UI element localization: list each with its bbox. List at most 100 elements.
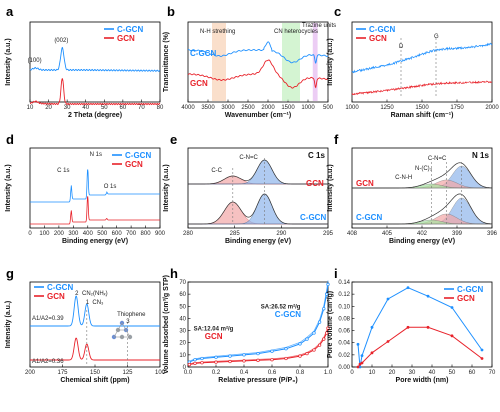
- panel-g-heptazine-bond: [125, 329, 131, 338]
- panel-c-xlabel: Raman shift (cm⁻¹): [391, 112, 454, 119]
- panel-h-point-c-gcn: [322, 307, 326, 311]
- panel-e-xtick-label: 290: [276, 231, 287, 237]
- panel-e-cc-label: C-C: [211, 168, 222, 174]
- panel-b-series-gcn: GCN: [190, 79, 208, 88]
- panel-i-ytick-label: 0.10: [338, 304, 350, 310]
- panel-a-xtick-label: 70: [138, 105, 145, 111]
- panel-i-xtick-label: 60: [469, 370, 476, 376]
- panel-g-xtick-label: 200: [25, 370, 36, 376]
- panel-g-legend-gcn: GCN: [47, 292, 65, 301]
- panel-d-c1s-label: C 1s: [57, 168, 69, 174]
- panel-i-point-c-gcn: [450, 306, 454, 309]
- panel-b-xtick-label: 2000: [261, 105, 275, 111]
- panel-h-point-gcn: [228, 359, 232, 364]
- panel-a-xlabel: 2 Theta (degree): [68, 112, 122, 119]
- panel-c-c-gcn-curve: [351, 42, 493, 74]
- panel-e-c1s-title: C 1s: [308, 151, 325, 160]
- panel-i-ylabel: Pore volume (cm³/g): [327, 291, 334, 358]
- panel-i-xtick-label: 40: [429, 370, 436, 376]
- panel-a-gcn-curve: [29, 78, 161, 106]
- panel-b-cn-label: CN heterocycles: [274, 29, 318, 35]
- panel-e-ylabel: Intensity (a.u.): [163, 164, 170, 211]
- panel-h-xtick-label: 0.6: [268, 370, 277, 376]
- panel-b-xtick-label: 3000: [221, 105, 235, 111]
- panel-h-ytick-label: 70: [179, 280, 186, 286]
- panel-b-nh-label: N-H strething: [200, 29, 235, 35]
- panel-a-xtick-label: 20: [45, 105, 52, 111]
- panel-label-i: i: [334, 266, 338, 281]
- panel-d-xtick-label: 700: [126, 231, 137, 237]
- panel-d-xtick-label: 500: [97, 231, 108, 237]
- panel-i-point-c-gcn: [358, 365, 362, 369]
- panel-d-legend-c-gcn: C-GCN: [125, 151, 151, 160]
- panel-h-xtick-label: 0.8: [296, 370, 305, 376]
- panel-h-series-c-gcn: [189, 284, 329, 363]
- panel-h-xtick-label: 0.0: [184, 370, 193, 376]
- panel-d-xtick-label: 300: [68, 231, 79, 237]
- panel-label-e: e: [170, 132, 177, 147]
- panel-f-n1s-title: N 1s: [472, 151, 489, 160]
- panel-c-legend-gcn: GCN: [369, 34, 387, 43]
- panel-label-a: a: [6, 4, 14, 19]
- panel-h-point-gcn: [200, 361, 204, 365]
- panel-g-heptazine-bond: [117, 322, 123, 331]
- panel-i-ytick-label: 0.12: [338, 292, 350, 298]
- panel-b-c-gcn-curve: [187, 41, 329, 65]
- panel-i-xtick-label: 30: [409, 370, 416, 376]
- panel-c-xtick-label: 1250: [380, 105, 394, 111]
- panel-i-point-c-gcn: [426, 294, 430, 298]
- panel-h-point-c-gcn: [305, 337, 309, 341]
- panel-c-g-label: G: [434, 34, 439, 40]
- panel-g-xlabel: Chemical shift (ppm): [60, 377, 129, 384]
- panel-label-c: c: [334, 4, 341, 19]
- panel-i-legend-c-gcn: C-GCN: [457, 285, 483, 294]
- panel-b-xlabel: Wavenumber (cm⁻¹): [225, 112, 291, 119]
- panel-d-ylabel: Intensity (a.u.): [5, 164, 12, 211]
- panel-e-xtick-label: 285: [230, 231, 241, 237]
- panel-h-series-c-gcn-desorption: [189, 280, 329, 362]
- panel-h-point-gcn: [187, 362, 192, 367]
- panel-c-xtick-label: 1750: [450, 105, 464, 111]
- panel-a-xtick-label: 10: [27, 105, 34, 111]
- panel-i-xtick-label: 10: [369, 370, 376, 376]
- panel-f-xlabel: Binding energy (eV): [389, 238, 455, 245]
- panel-h-point-c-gcn: [270, 349, 274, 353]
- panel-d-xtick-label: 600: [112, 231, 123, 237]
- panel-i-xtick-label: 70: [489, 370, 496, 376]
- panel-h-point-gcn: [256, 358, 260, 362]
- panel-a-xtick-label: 60: [120, 105, 127, 111]
- panel-f-xtick-label: 408: [347, 231, 358, 237]
- panel-b-ylabel: Transmittance (%): [163, 32, 170, 92]
- panel-a-xtick-label: 80: [157, 105, 164, 111]
- panel-i-legend-gcn: GCN: [457, 294, 475, 303]
- panel-b-xtick-label: 3500: [201, 105, 215, 111]
- panel-a-legend-c-gcn: C-GCN: [117, 25, 143, 34]
- panel-e-xtick-label: 295: [323, 231, 334, 237]
- panel-f-gcn-envelope: [352, 162, 493, 189]
- panel-a-c-gcn-curve: [29, 46, 161, 72]
- panel-b-frame: [187, 21, 329, 103]
- panel-f-c-gcn-envelope: [352, 193, 493, 225]
- panel-h-point-c-gcn: [242, 353, 246, 357]
- panel-h-point-gcn: [214, 360, 218, 364]
- panel-e-cnc-label: C-N=C: [239, 155, 258, 161]
- panel-label-d: d: [6, 132, 14, 147]
- panel-h-sa-gcn: SA:12.04 m²/g: [194, 326, 234, 333]
- panel-g-xtick-label: 150: [90, 370, 101, 376]
- panel-c-gcn-curve: [351, 80, 493, 96]
- panel-i-point-gcn: [356, 365, 360, 369]
- panel-h-ytick-label: 40: [179, 316, 186, 322]
- panel-h-point-c-gcn: [256, 351, 260, 356]
- panel-g-xtick-label: 100: [155, 370, 166, 376]
- panel-e-xtick-label: 280: [183, 231, 194, 237]
- panel-d-n1s-label: N 1s: [90, 152, 102, 158]
- panel-c-xtick-label: 2000: [485, 105, 499, 111]
- panel-g-peak1-num: 1: [86, 300, 90, 306]
- panel-h-label-cgcn: C-GCN: [275, 310, 301, 319]
- panel-h-ylabel: Volume absorbed (cm³/g STP): [163, 275, 170, 374]
- panel-g-xtick-label: 175: [57, 370, 68, 376]
- panel-i-point-gcn: [360, 361, 364, 365]
- panel-g-ylabel: Intensity (a.u.): [5, 301, 12, 348]
- panel-f-xtick-label: 399: [452, 231, 463, 237]
- panel-g-gcn-curve: [30, 337, 160, 361]
